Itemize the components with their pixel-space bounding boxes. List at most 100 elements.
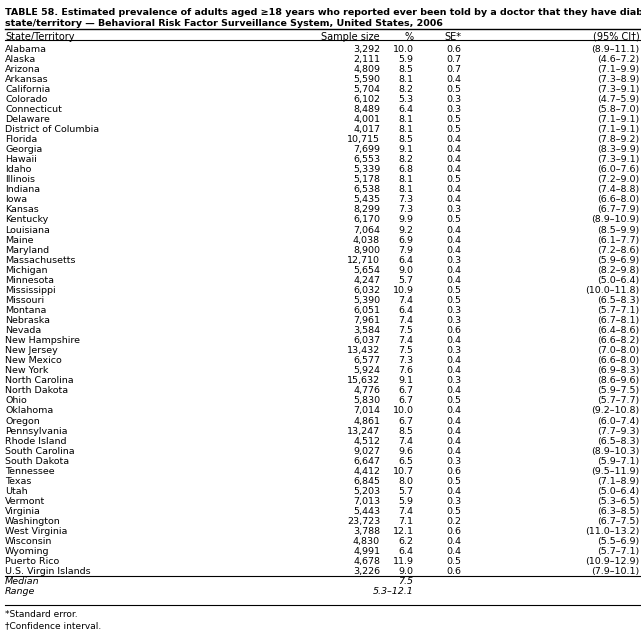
Text: (6.9–8.3): (6.9–8.3) xyxy=(597,366,640,375)
Text: Vermont: Vermont xyxy=(5,497,46,506)
Text: 6.9: 6.9 xyxy=(399,236,413,245)
Text: (10.0–11.8): (10.0–11.8) xyxy=(585,286,640,295)
Text: 0.5: 0.5 xyxy=(447,125,462,134)
Text: (8.9–10.9): (8.9–10.9) xyxy=(592,215,640,224)
Text: 7.5: 7.5 xyxy=(399,577,413,587)
Text: 8.0: 8.0 xyxy=(399,477,413,486)
Text: South Dakota: South Dakota xyxy=(5,457,69,466)
Text: 5.3–12.1: 5.3–12.1 xyxy=(372,587,413,596)
Text: Wyoming: Wyoming xyxy=(5,547,49,556)
Text: 0.4: 0.4 xyxy=(447,487,462,496)
Text: †Confidence interval.: †Confidence interval. xyxy=(5,622,101,631)
Text: *Standard error.: *Standard error. xyxy=(5,610,78,619)
Text: South Carolina: South Carolina xyxy=(5,447,75,455)
Text: 3,292: 3,292 xyxy=(353,45,380,54)
Text: (6.7–8.1): (6.7–8.1) xyxy=(597,316,640,325)
Text: (10.9–12.9): (10.9–12.9) xyxy=(585,557,640,566)
Text: 7,961: 7,961 xyxy=(353,316,380,325)
Text: 10,715: 10,715 xyxy=(347,135,380,144)
Text: Nevada: Nevada xyxy=(5,326,42,335)
Text: 0.5: 0.5 xyxy=(447,296,462,305)
Text: 0.4: 0.4 xyxy=(447,225,462,234)
Text: 7.1: 7.1 xyxy=(399,517,413,526)
Text: North Dakota: North Dakota xyxy=(5,387,68,396)
Text: (7.7–9.3): (7.7–9.3) xyxy=(597,427,640,436)
Text: 7,013: 7,013 xyxy=(353,497,380,506)
Text: (95% CI†): (95% CI†) xyxy=(593,32,640,42)
Text: Wisconsin: Wisconsin xyxy=(5,537,53,546)
Text: Tennessee: Tennessee xyxy=(5,467,54,476)
Text: 0.4: 0.4 xyxy=(447,75,462,83)
Text: (5.8–7.0): (5.8–7.0) xyxy=(597,105,640,114)
Text: 11.9: 11.9 xyxy=(392,557,413,566)
Text: 0.5: 0.5 xyxy=(447,286,462,295)
Text: (5.7–7.1): (5.7–7.1) xyxy=(597,547,640,556)
Text: Indiana: Indiana xyxy=(5,185,40,194)
Text: 12.1: 12.1 xyxy=(392,527,413,536)
Text: 0.4: 0.4 xyxy=(447,366,462,375)
Text: Louisiana: Louisiana xyxy=(5,225,50,234)
Text: 6,538: 6,538 xyxy=(353,185,380,194)
Text: 6.4: 6.4 xyxy=(399,547,413,556)
Text: 9.6: 9.6 xyxy=(399,447,413,455)
Text: 0.3: 0.3 xyxy=(446,206,462,215)
Text: 5,203: 5,203 xyxy=(353,487,380,496)
Text: (5.5–6.9): (5.5–6.9) xyxy=(597,537,640,546)
Text: (7.2–8.6): (7.2–8.6) xyxy=(597,246,640,255)
Text: state/territory — Behavioral Risk Factor Surveillance System, United States, 200: state/territory — Behavioral Risk Factor… xyxy=(5,19,443,28)
Text: 4,247: 4,247 xyxy=(353,276,380,285)
Text: 0.4: 0.4 xyxy=(447,266,462,275)
Text: (6.6–8.2): (6.6–8.2) xyxy=(597,336,640,345)
Text: 7.9: 7.9 xyxy=(399,246,413,255)
Text: (5.7–7.7): (5.7–7.7) xyxy=(597,396,640,405)
Text: 8.5: 8.5 xyxy=(399,65,413,74)
Text: 3,788: 3,788 xyxy=(353,527,380,536)
Text: (6.5–8.3): (6.5–8.3) xyxy=(597,436,640,446)
Text: 4,776: 4,776 xyxy=(353,387,380,396)
Text: 23,723: 23,723 xyxy=(347,517,380,526)
Text: (7.3–9.1): (7.3–9.1) xyxy=(597,155,640,164)
Text: 6,102: 6,102 xyxy=(353,95,380,104)
Text: 3,584: 3,584 xyxy=(353,326,380,335)
Text: 0.5: 0.5 xyxy=(447,175,462,184)
Text: Delaware: Delaware xyxy=(5,115,50,124)
Text: 0.2: 0.2 xyxy=(447,517,462,526)
Text: 0.4: 0.4 xyxy=(447,236,462,245)
Text: 6.4: 6.4 xyxy=(399,255,413,265)
Text: 0.5: 0.5 xyxy=(447,507,462,516)
Text: 9,027: 9,027 xyxy=(353,447,380,455)
Text: Idaho: Idaho xyxy=(5,165,31,175)
Text: 0.6: 0.6 xyxy=(447,568,462,576)
Text: 5.7: 5.7 xyxy=(399,276,413,285)
Text: 6,037: 6,037 xyxy=(353,336,380,345)
Text: 7.4: 7.4 xyxy=(399,316,413,325)
Text: 6.2: 6.2 xyxy=(399,537,413,546)
Text: 6,577: 6,577 xyxy=(353,356,380,365)
Text: (5.3–6.5): (5.3–6.5) xyxy=(597,497,640,506)
Text: California: California xyxy=(5,85,51,94)
Text: 0.5: 0.5 xyxy=(447,557,462,566)
Text: 10.0: 10.0 xyxy=(392,45,413,54)
Text: Alaska: Alaska xyxy=(5,55,37,64)
Text: U.S. Virgin Islands: U.S. Virgin Islands xyxy=(5,568,91,576)
Text: (6.7–7.9): (6.7–7.9) xyxy=(597,206,640,215)
Text: 7,064: 7,064 xyxy=(353,225,380,234)
Text: 0.4: 0.4 xyxy=(447,135,462,144)
Text: 6.7: 6.7 xyxy=(399,387,413,396)
Text: West Virginia: West Virginia xyxy=(5,527,67,536)
Text: 8,299: 8,299 xyxy=(353,206,380,215)
Text: 10.0: 10.0 xyxy=(392,406,413,415)
Text: TABLE 58. Estimated prevalence of adults aged ≥18 years who reported ever been t: TABLE 58. Estimated prevalence of adults… xyxy=(5,8,641,17)
Text: (7.2–9.0): (7.2–9.0) xyxy=(597,175,640,184)
Text: (4.7–5.9): (4.7–5.9) xyxy=(597,95,640,104)
Text: Oklahoma: Oklahoma xyxy=(5,406,53,415)
Text: 8.5: 8.5 xyxy=(399,135,413,144)
Text: 7,699: 7,699 xyxy=(353,145,380,154)
Text: (7.1–8.9): (7.1–8.9) xyxy=(597,477,640,486)
Text: 8.1: 8.1 xyxy=(399,115,413,124)
Text: 5,178: 5,178 xyxy=(353,175,380,184)
Text: (7.8–9.2): (7.8–9.2) xyxy=(597,135,640,144)
Text: (11.0–13.2): (11.0–13.2) xyxy=(585,527,640,536)
Text: New York: New York xyxy=(5,366,49,375)
Text: (6.3–8.5): (6.3–8.5) xyxy=(597,507,640,516)
